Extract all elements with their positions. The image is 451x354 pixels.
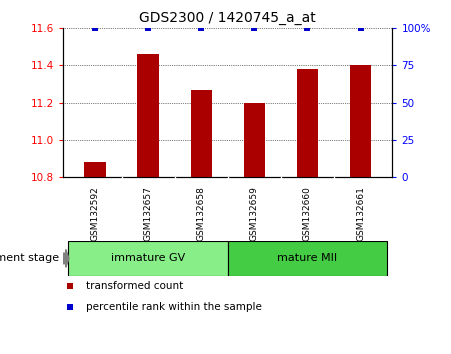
Text: GSM132659: GSM132659 [250, 187, 259, 241]
Point [144, 25, 152, 31]
Point [198, 25, 205, 31]
Bar [84, 162, 106, 177]
Text: mature MII: mature MII [277, 253, 337, 263]
Point [66, 284, 74, 289]
Text: development stage: development stage [0, 253, 59, 263]
FancyArrow shape [61, 250, 69, 267]
Text: GSM132592: GSM132592 [91, 187, 100, 241]
Point [251, 25, 258, 31]
Text: GSM132657: GSM132657 [143, 187, 152, 241]
Point [357, 25, 364, 31]
Text: GSM132661: GSM132661 [356, 187, 365, 241]
Bar [350, 65, 371, 177]
Point [66, 304, 74, 310]
Bar [297, 69, 318, 177]
Bar [69, 241, 228, 276]
Text: GSM132660: GSM132660 [303, 187, 312, 241]
Text: transformed count: transformed count [86, 281, 184, 291]
Title: GDS2300 / 1420745_a_at: GDS2300 / 1420745_a_at [139, 11, 316, 24]
Text: immature GV: immature GV [111, 253, 185, 263]
Point [304, 25, 311, 31]
Bar [244, 103, 265, 177]
Bar [228, 241, 387, 276]
Bar [138, 55, 159, 177]
Bar [191, 90, 212, 177]
Text: percentile rank within the sample: percentile rank within the sample [86, 302, 262, 312]
Text: GSM132658: GSM132658 [197, 187, 206, 241]
Point [92, 25, 99, 31]
